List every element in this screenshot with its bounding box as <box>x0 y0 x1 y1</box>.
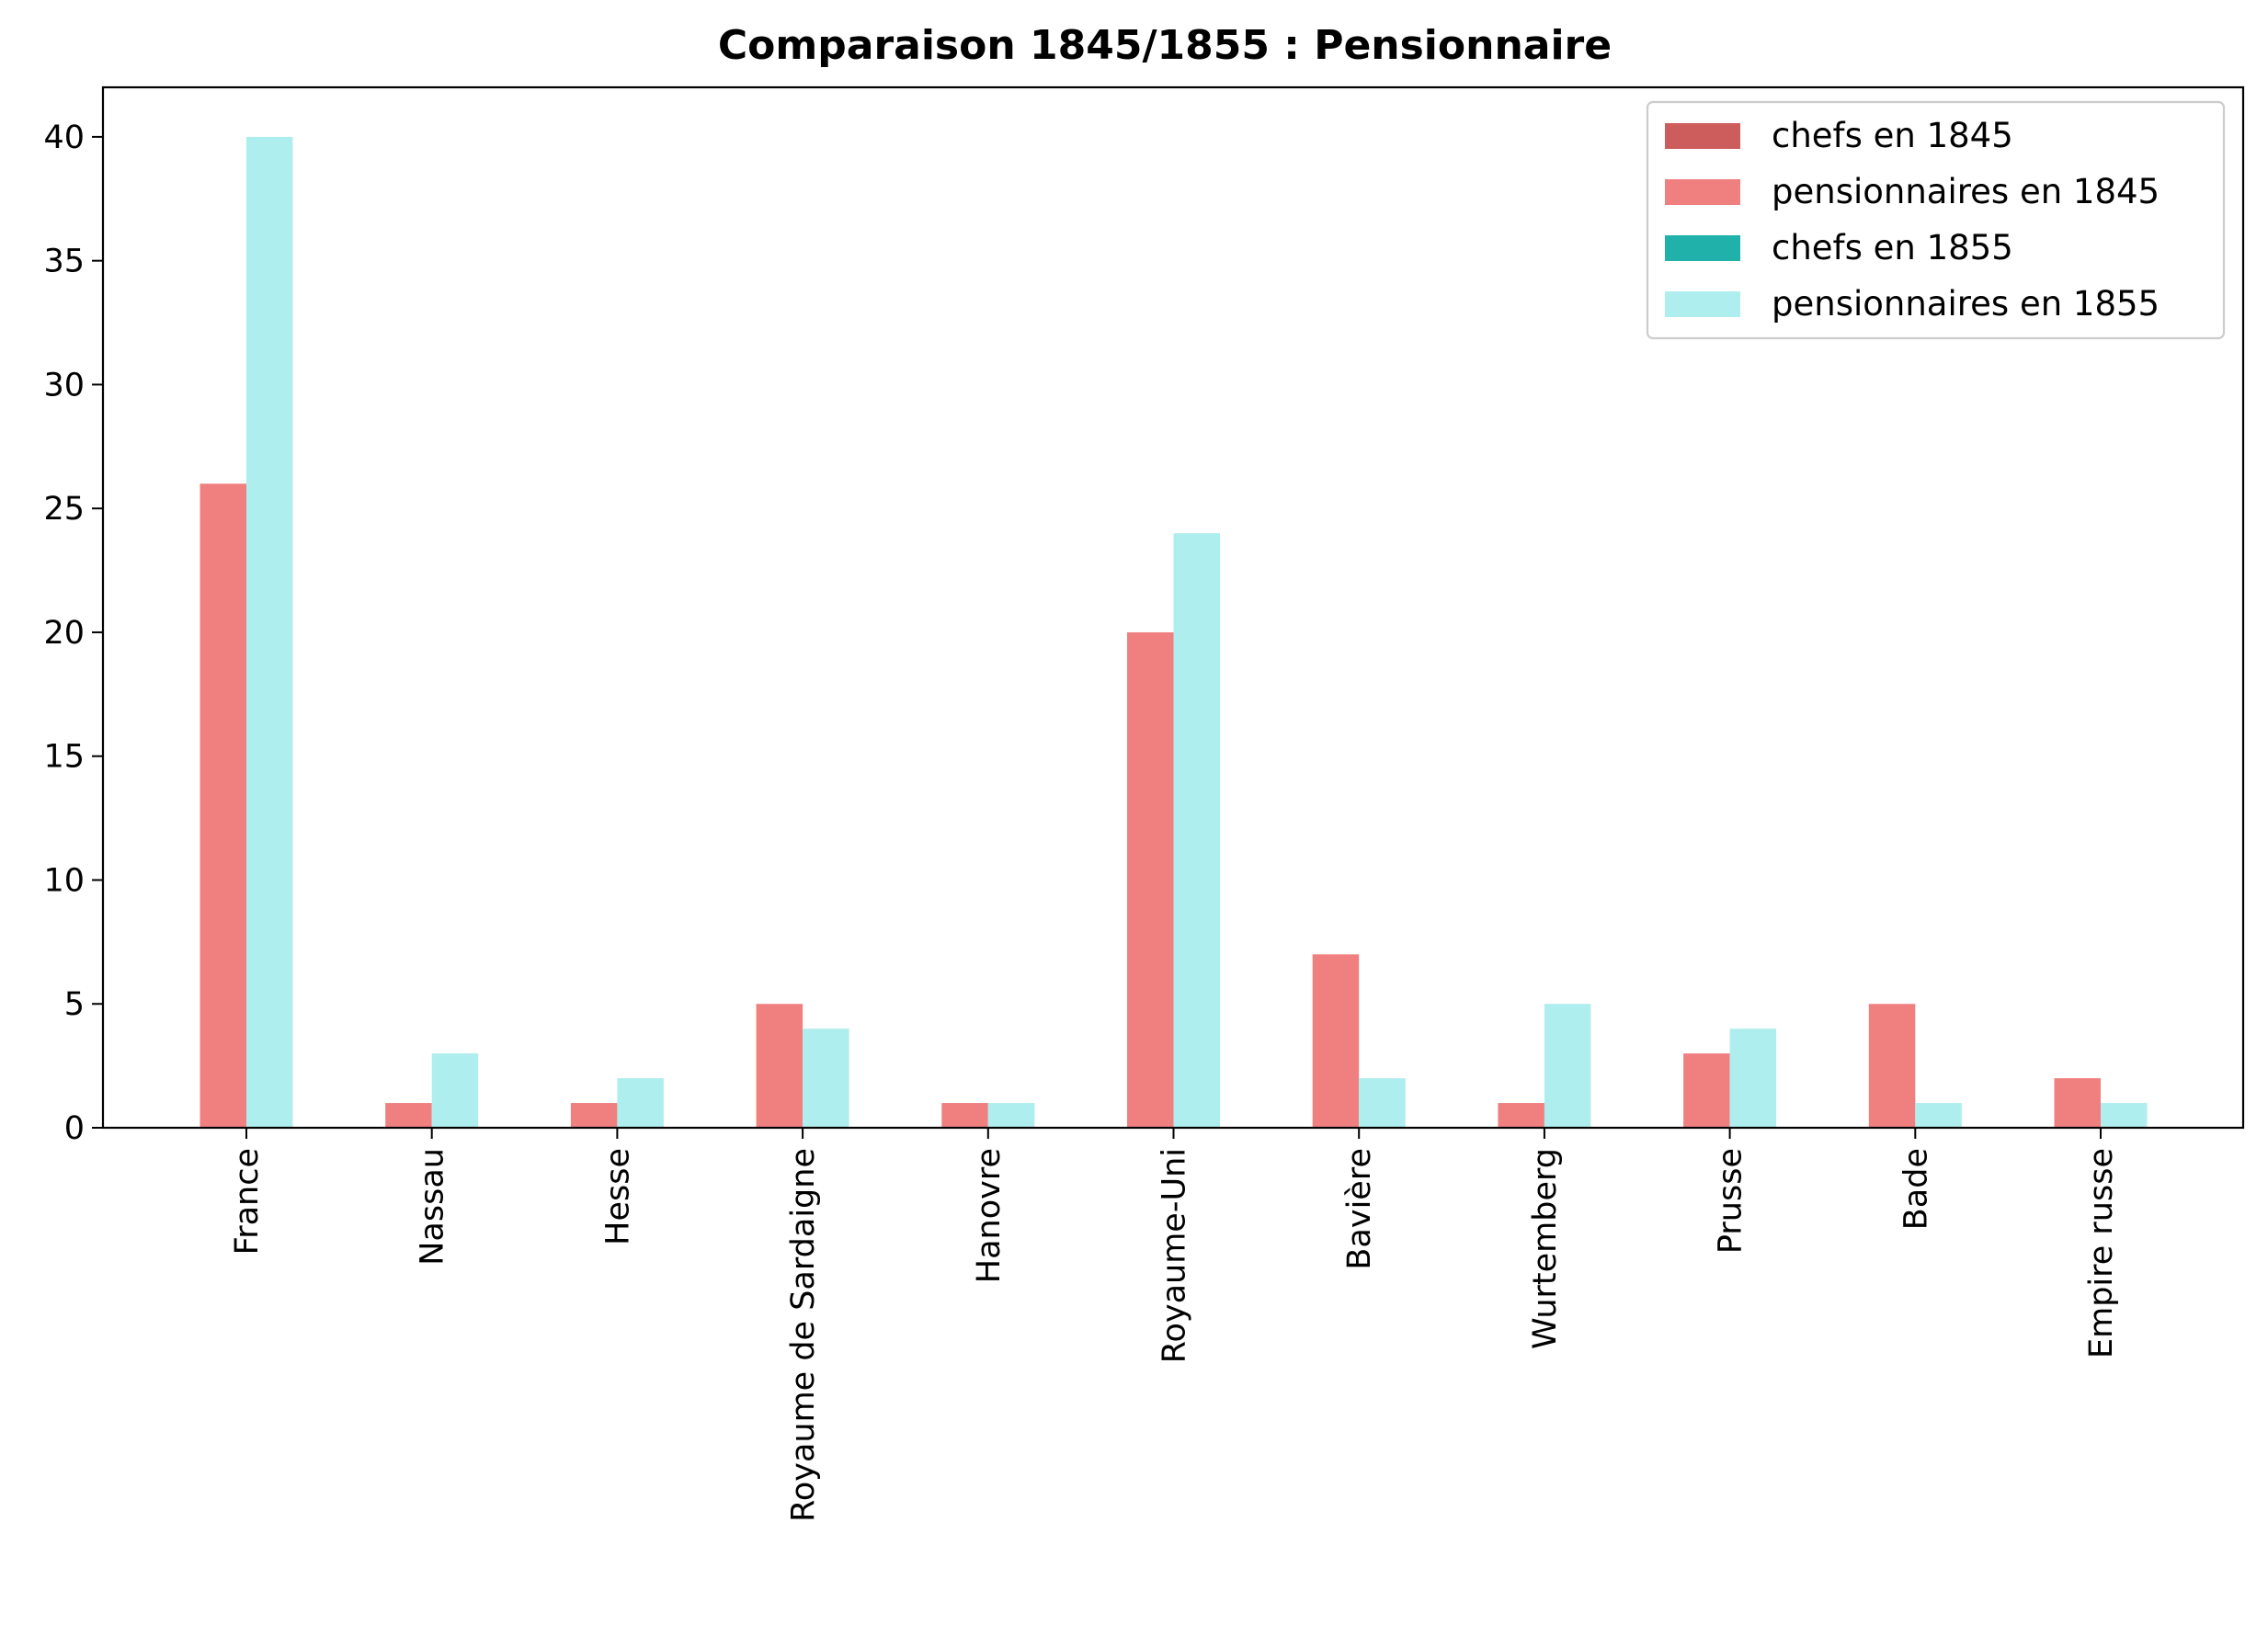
legend-label-3: pensionnaires en 1855 <box>1772 284 2160 324</box>
bar-pensionnaires-en-1845-10 <box>2054 1078 2101 1128</box>
y-tick-label-5: 25 <box>43 491 85 528</box>
y-tick-label-0: 0 <box>64 1110 85 1147</box>
y-tick-label-1: 5 <box>64 986 85 1023</box>
y-tick-label-2: 10 <box>43 862 85 899</box>
bar-pensionnaires-en-1855-9 <box>1915 1103 1962 1128</box>
legend-swatch-1 <box>1665 179 1740 205</box>
bar-pensionnaires-en-1845-7 <box>1498 1103 1544 1128</box>
x-tick-label-4: Hanovre <box>971 1148 1008 1283</box>
legend-swatch-2 <box>1665 235 1740 261</box>
legend-swatch-0 <box>1665 123 1740 149</box>
plot-frame <box>101 85 2245 1130</box>
bar-pensionnaires-en-1845-1 <box>385 1103 432 1128</box>
bar-pensionnaires-en-1845-4 <box>941 1103 988 1128</box>
legend: chefs en 1845 pensionnaires en 1845 chefs … <box>1646 100 2226 340</box>
bar-pensionnaires-en-1855-5 <box>1173 533 1220 1128</box>
y-tick-label-6: 30 <box>43 367 85 403</box>
bar-pensionnaires-en-1855-3 <box>803 1028 849 1128</box>
bars <box>199 136 2148 1128</box>
bar-pensionnaires-en-1855-0 <box>246 136 293 1128</box>
legend-label-0: chefs en 1845 <box>1772 116 2013 155</box>
y-tick-label-7: 35 <box>43 244 85 280</box>
x-tick-label-3: Royaume de Sardaigne <box>785 1148 822 1522</box>
y-tick-label-4: 20 <box>43 615 85 652</box>
bar-pensionnaires-en-1845-0 <box>199 483 246 1128</box>
bar-pensionnaires-en-1855-6 <box>1359 1078 1406 1128</box>
bar-pensionnaires-en-1855-10 <box>2101 1103 2148 1128</box>
y-tick-label-3: 15 <box>43 739 85 776</box>
bar-pensionnaires-en-1855-2 <box>617 1078 664 1128</box>
chart-title: Comparaison 1845/1855 : Pensionnaire <box>718 22 1612 69</box>
bar-pensionnaires-en-1855-8 <box>1729 1028 1777 1128</box>
legend-box <box>1646 100 2226 340</box>
bar-pensionnaires-en-1845-5 <box>1127 631 1174 1128</box>
x-tick-label-1: Nassau <box>415 1148 451 1266</box>
x-tick-label-0: France <box>229 1148 266 1255</box>
bar-pensionnaires-en-1855-7 <box>1544 1004 1591 1128</box>
x-tick-label-7: Wurtemberg <box>1527 1148 1564 1349</box>
x-tick-label-2: Hesse <box>599 1148 636 1245</box>
legend-label-2: chefs en 1855 <box>1772 228 2013 267</box>
x-tick-label-9: Bade <box>1898 1148 1934 1230</box>
bar-pensionnaires-en-1845-6 <box>1312 954 1360 1128</box>
bar-pensionnaires-en-1845-2 <box>570 1103 618 1128</box>
bar-pensionnaires-en-1855-1 <box>431 1053 479 1128</box>
x-axis: France Nassau Hesse Royaume de Sardaigne Han… <box>229 1128 2120 1522</box>
bar-pensionnaires-en-1845-3 <box>756 1004 803 1128</box>
x-tick-label-6: Bavière <box>1341 1148 1378 1270</box>
y-axis: 0 5 10 15 20 25 30 35 40 <box>43 119 103 1147</box>
legend-label-1: pensionnaires en 1845 <box>1772 172 2160 211</box>
x-tick-label-8: Prusse <box>1713 1148 1749 1254</box>
legend-swatch-3 <box>1665 291 1740 317</box>
x-tick-label-5: Royaume-Uni <box>1157 1148 1193 1363</box>
bar-pensionnaires-en-1855-4 <box>987 1103 1035 1128</box>
x-tick-label-10: Empire russe <box>2083 1148 2120 1358</box>
bar-pensionnaires-en-1845-8 <box>1683 1053 1730 1128</box>
bar-pensionnaires-en-1845-9 <box>1868 1004 1916 1128</box>
y-tick-label-8: 40 <box>43 119 85 156</box>
